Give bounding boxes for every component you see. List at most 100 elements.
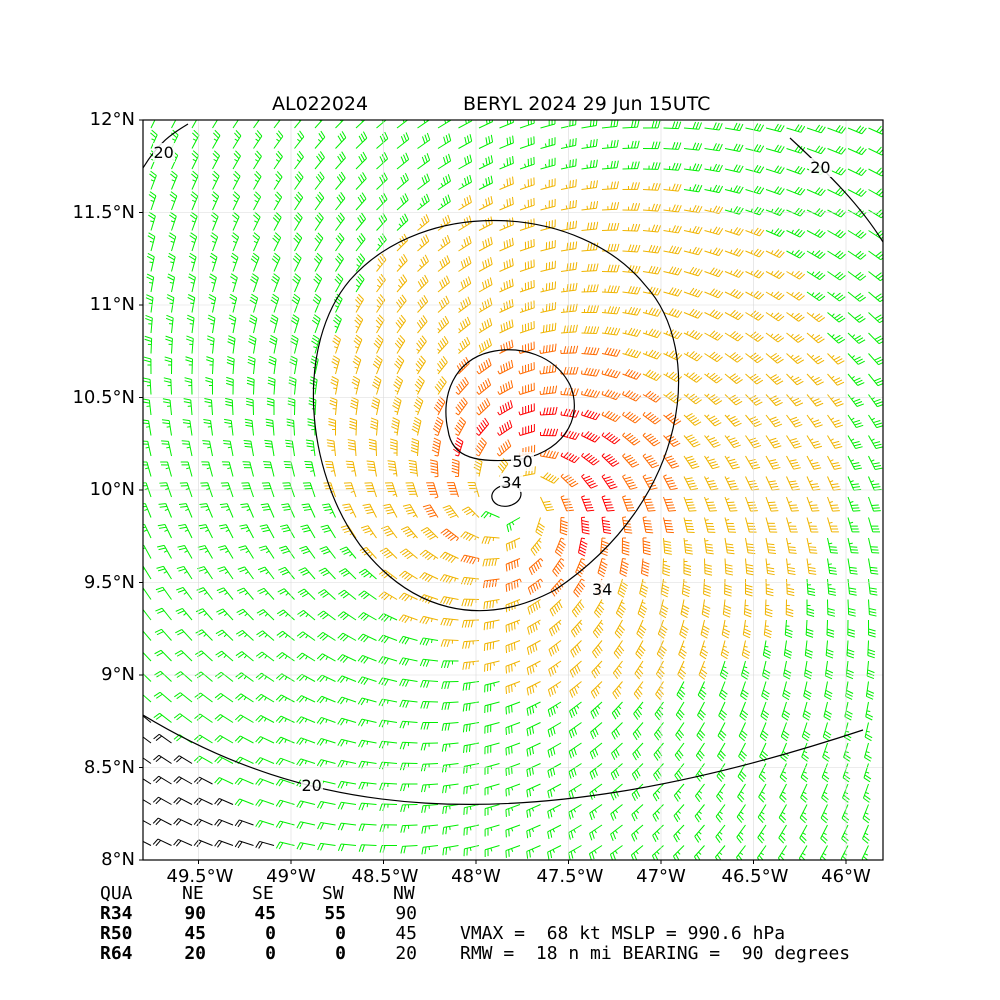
wind-barb	[786, 476, 800, 491]
wind-barb	[560, 179, 577, 190]
wind-barb	[417, 295, 429, 313]
wind-barb	[296, 737, 316, 745]
wind-barb	[460, 576, 480, 586]
wind-barb	[805, 619, 814, 638]
wind-barb	[581, 200, 599, 211]
wind-barb	[519, 218, 535, 231]
wind-barb	[484, 660, 500, 672]
wind-barb	[442, 824, 459, 835]
wind-barb	[400, 804, 418, 813]
wind-barb	[655, 681, 665, 700]
wind-barb	[463, 804, 480, 815]
wind-barb	[683, 558, 692, 577]
wind-barb	[724, 537, 735, 555]
wind-barb	[242, 461, 254, 477]
wind-barb	[396, 294, 407, 313]
wind-barb	[867, 640, 876, 659]
wind-barb	[193, 839, 213, 848]
wind-barb	[201, 461, 213, 477]
wind-barb	[724, 496, 738, 512]
wind-barb	[316, 653, 336, 662]
wind-barb	[704, 226, 724, 236]
wind-barb	[265, 418, 275, 436]
wind-barb	[785, 599, 794, 618]
wind-barb	[358, 568, 377, 580]
wind-barb	[478, 175, 493, 190]
wind-barb	[547, 804, 562, 819]
wind-barb	[321, 503, 336, 518]
wind-barb	[296, 652, 316, 662]
wind-barb	[505, 558, 521, 572]
wind-barb	[476, 398, 491, 416]
wind-barb	[622, 244, 641, 253]
wind-barb	[275, 694, 295, 703]
wind-barb	[240, 503, 254, 518]
wind-barb	[256, 630, 275, 641]
wind-barb	[695, 783, 705, 803]
wind-barb	[642, 307, 662, 317]
wind-barb	[847, 599, 856, 617]
wind-barb	[458, 276, 472, 293]
wind-barb	[868, 517, 880, 533]
wind-barb	[155, 607, 172, 621]
wind-barb	[297, 609, 316, 621]
wind-barb	[232, 170, 241, 190]
wind-barb	[663, 474, 678, 491]
wind-barb	[637, 599, 648, 619]
wind-barb	[398, 592, 418, 602]
wind-barb	[440, 528, 459, 542]
wind-barb	[419, 615, 439, 625]
wind-barb	[683, 266, 703, 277]
wind-barb	[590, 681, 603, 699]
wind-barb	[847, 476, 862, 491]
wind-barb	[843, 742, 851, 762]
wind-barb	[415, 355, 426, 375]
wind-barb	[441, 701, 459, 711]
wind-barb	[355, 273, 365, 293]
wind-barb	[160, 461, 172, 477]
wind-barb	[827, 455, 842, 470]
wind-barb	[610, 763, 623, 781]
wind-barb	[847, 271, 867, 281]
wind-barb	[765, 517, 778, 533]
wind-barb	[827, 435, 843, 449]
wind-barb	[400, 824, 418, 833]
wind-barb	[394, 355, 405, 375]
wind-barb	[334, 273, 344, 293]
wind-barb	[441, 742, 459, 752]
wind-barb	[379, 782, 398, 791]
wind-barb	[358, 781, 377, 790]
wind-barb	[827, 496, 840, 512]
wind-barb	[736, 824, 746, 844]
wind-barb	[146, 273, 155, 293]
table-cell: 45	[395, 923, 417, 944]
wind-barb	[378, 656, 398, 665]
wind-barb	[827, 229, 847, 239]
wind-barb	[458, 120, 473, 129]
wind-barb	[399, 570, 418, 582]
wind-barb	[662, 558, 671, 577]
wind-barb	[622, 453, 640, 468]
wind-barb	[173, 838, 193, 847]
wind-barb	[568, 742, 582, 759]
wind-barb	[806, 455, 822, 470]
wind-barb	[765, 373, 784, 385]
wind-barb	[293, 232, 303, 252]
wind-barb	[519, 156, 535, 170]
wind-barb	[218, 545, 234, 559]
wind-barb	[613, 640, 625, 659]
wind-barb	[846, 640, 855, 659]
lon-tick-label: 49°W	[266, 866, 316, 887]
wind-barb	[437, 214, 451, 231]
wind-barb	[642, 182, 661, 191]
wind-barb	[841, 804, 850, 824]
wind-barb	[195, 629, 213, 641]
wind-barb	[786, 414, 803, 428]
wind-barb	[698, 660, 708, 680]
contour-20kt-ne	[789, 137, 883, 243]
wind-barb	[601, 306, 621, 315]
wind-barb	[463, 824, 480, 836]
wind-barb	[559, 517, 568, 536]
wind-barb	[244, 418, 254, 436]
